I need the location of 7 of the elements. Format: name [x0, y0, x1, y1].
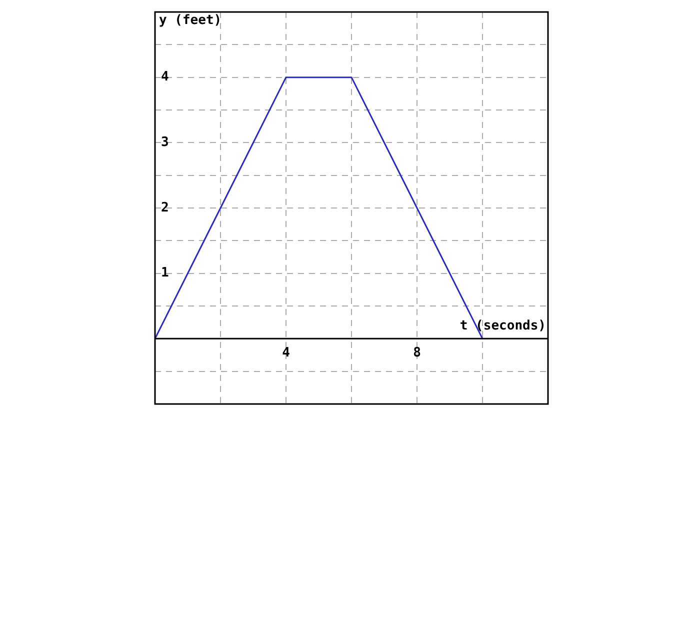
y-tick-label: 4 — [161, 70, 169, 85]
y-tick-label: 3 — [161, 135, 169, 150]
x-axis-title: t (seconds) — [460, 318, 546, 334]
x-tick-label: 8 — [413, 346, 422, 361]
y-tick-label: 2 — [161, 200, 169, 216]
y-axis-title: y (feet) — [159, 12, 222, 28]
y-tick-label: 1 — [161, 266, 169, 281]
